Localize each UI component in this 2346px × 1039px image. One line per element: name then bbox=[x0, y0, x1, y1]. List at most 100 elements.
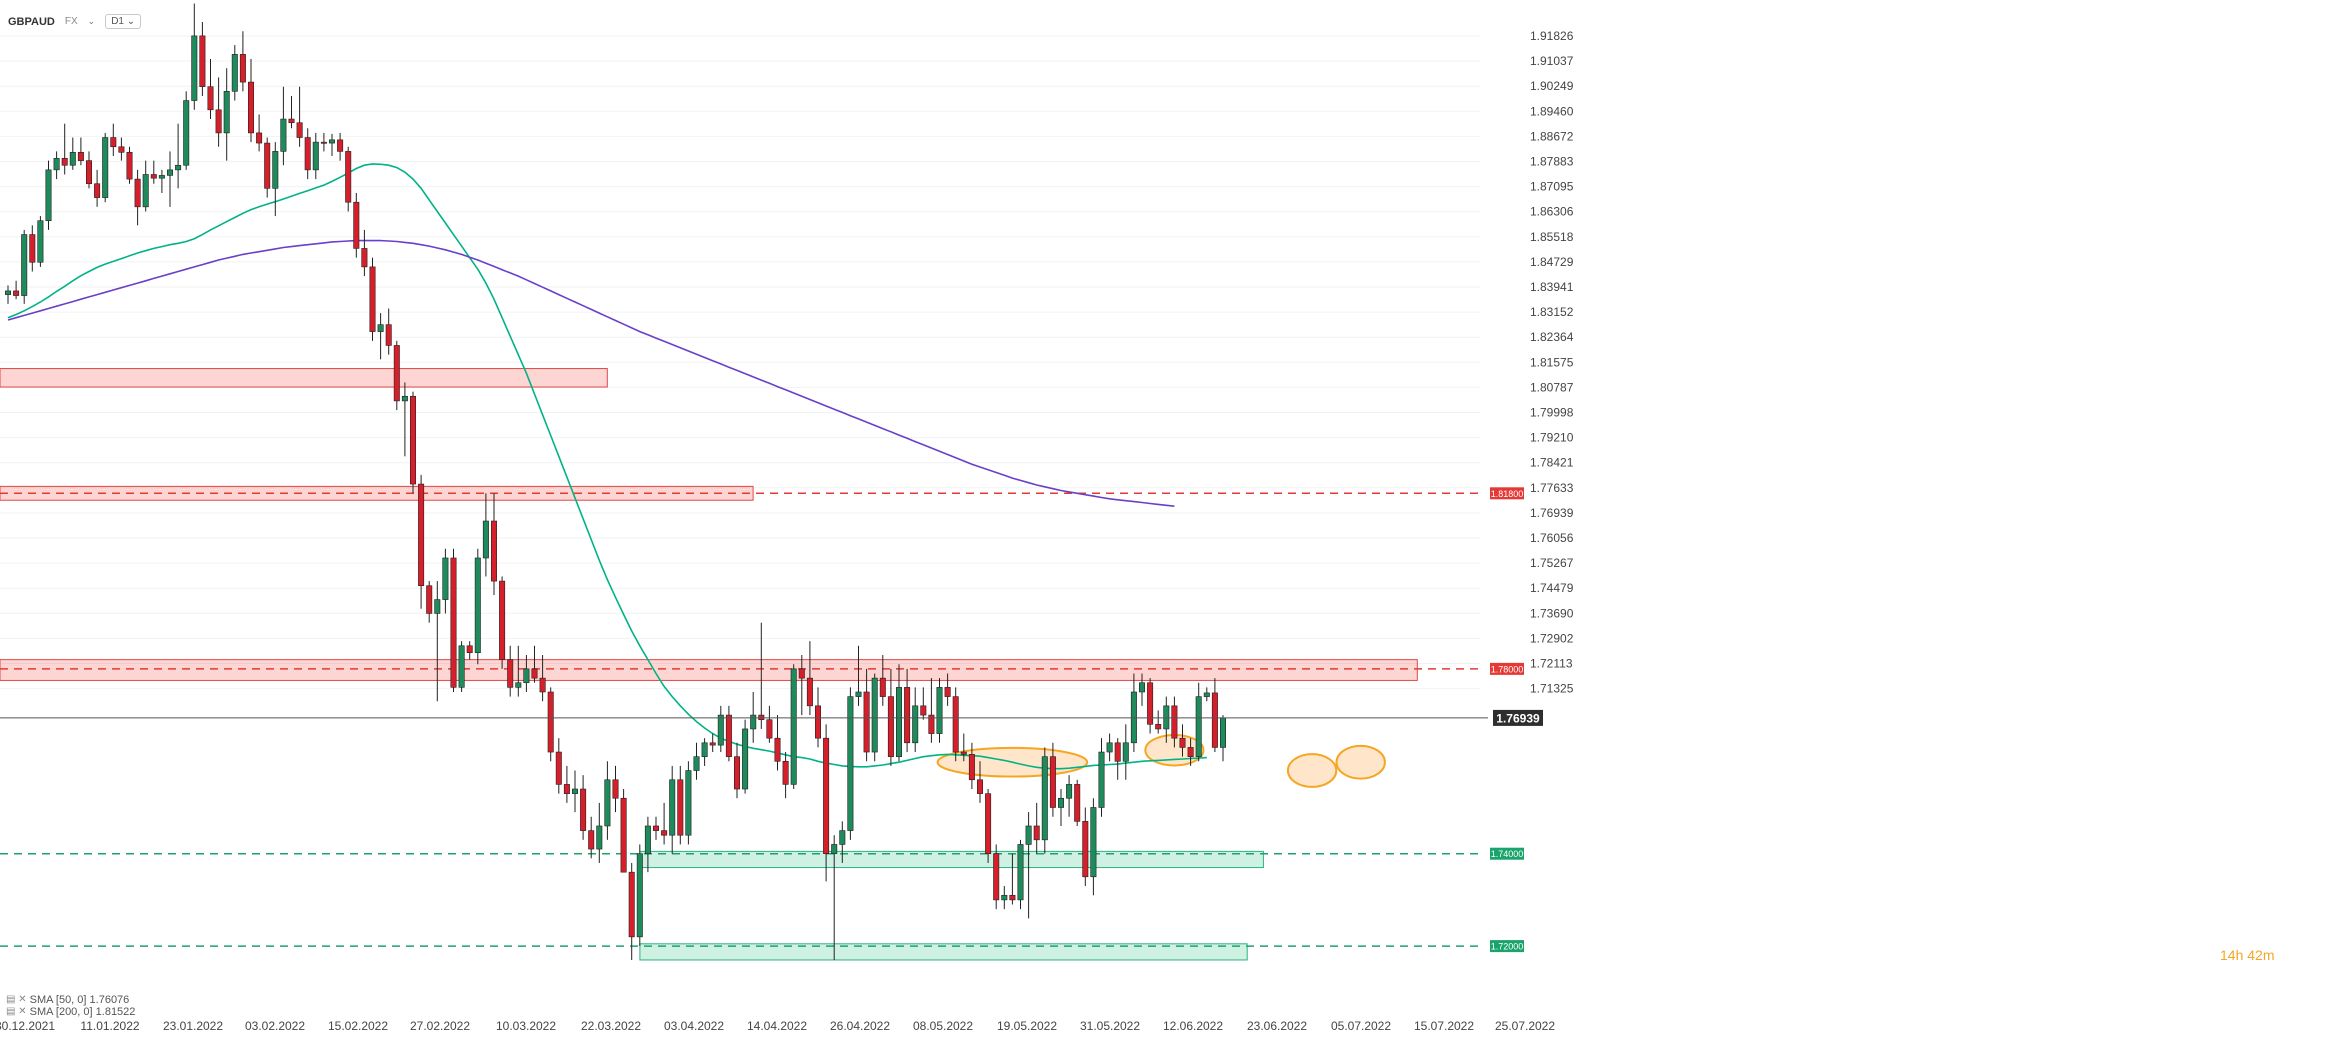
candle-body bbox=[393, 345, 400, 402]
chevron-down-icon[interactable]: ⌄ bbox=[87, 16, 96, 26]
candle bbox=[1009, 853, 1016, 905]
legend-item-sma50[interactable]: ▤ ✕ SMA [50, 0] 1.76076 bbox=[6, 994, 135, 1006]
legend-item-sma200[interactable]: ▤ ✕ SMA [200, 0] 1.81522 bbox=[6, 1006, 135, 1018]
candle-body bbox=[750, 714, 757, 730]
x-tick-label: 23.06.2022 bbox=[1247, 1019, 1307, 1033]
chevron-down-icon: ⌄ bbox=[126, 16, 136, 27]
candle-body bbox=[1041, 756, 1048, 841]
candle-body bbox=[887, 696, 894, 757]
candle bbox=[563, 765, 570, 803]
candle-body bbox=[531, 668, 538, 679]
candle bbox=[507, 645, 514, 697]
candle bbox=[1203, 687, 1210, 702]
candle bbox=[1195, 682, 1202, 762]
candle bbox=[102, 132, 109, 203]
candle bbox=[620, 789, 627, 873]
y-tick-label: 1.79210 bbox=[1530, 431, 1574, 445]
candle-body bbox=[5, 290, 12, 295]
candle-body bbox=[1211, 692, 1218, 748]
candle-body bbox=[1130, 691, 1137, 744]
candle-body bbox=[612, 779, 619, 799]
candle bbox=[1139, 673, 1146, 706]
candle-body bbox=[377, 324, 384, 332]
y-tick-label: 1.82364 bbox=[1530, 330, 1574, 344]
y-tick-label: 1.91826 bbox=[1530, 29, 1574, 43]
x-tick-label: 31.05.2022 bbox=[1080, 1019, 1140, 1033]
candle-body bbox=[385, 324, 392, 346]
candle bbox=[1220, 715, 1227, 762]
support-zone bbox=[639, 943, 1248, 961]
current-price-line: 1.76939 bbox=[0, 709, 1543, 726]
candle bbox=[539, 655, 546, 702]
candle-body bbox=[960, 751, 967, 755]
candle bbox=[1211, 678, 1218, 753]
candle-body bbox=[1090, 807, 1097, 878]
candle-body bbox=[280, 118, 287, 152]
market-label: FX bbox=[64, 16, 78, 27]
candle-body bbox=[256, 132, 263, 144]
y-axis: 1.91826 1.91037 1.90249 1.89460 1.88672 1.878… bbox=[1530, 29, 1574, 696]
x-tick-label: 19.05.2022 bbox=[997, 1019, 1057, 1033]
candle-body bbox=[474, 557, 481, 654]
candle bbox=[976, 761, 983, 803]
candle-body bbox=[418, 483, 425, 587]
candle bbox=[1090, 798, 1097, 896]
candle-body bbox=[709, 742, 716, 746]
candle-body bbox=[61, 158, 68, 166]
candle-body bbox=[790, 668, 797, 785]
candle-body bbox=[839, 830, 846, 845]
candle-body bbox=[361, 248, 368, 268]
candle bbox=[920, 687, 927, 720]
candle-body bbox=[1049, 756, 1056, 808]
level-label: 1.81800 bbox=[1491, 489, 1524, 499]
candle bbox=[790, 664, 797, 790]
y-tick-label: 1.87095 bbox=[1530, 180, 1574, 194]
candle-body bbox=[102, 137, 109, 198]
candle bbox=[426, 581, 433, 623]
candle-body bbox=[434, 599, 441, 614]
candle bbox=[29, 225, 36, 272]
candle-body bbox=[1195, 696, 1202, 757]
timeframe-select[interactable]: D1 ⌄ bbox=[105, 14, 142, 29]
candle bbox=[45, 160, 52, 230]
candle-body bbox=[1106, 742, 1113, 753]
candle-body bbox=[652, 825, 659, 831]
candle bbox=[863, 668, 870, 762]
candle bbox=[409, 391, 416, 494]
y-tick-label: 1.85518 bbox=[1530, 230, 1574, 244]
candle-body bbox=[701, 742, 708, 757]
x-tick-label: 12.06.2022 bbox=[1163, 1019, 1223, 1033]
y-tick-label: 1.75267 bbox=[1530, 556, 1574, 570]
y-tick-label: 1.76939 bbox=[1530, 506, 1574, 520]
candle bbox=[377, 313, 384, 360]
candle bbox=[944, 673, 951, 706]
candle-body bbox=[766, 719, 773, 739]
sma-line bbox=[7, 163, 1207, 770]
candle bbox=[636, 844, 643, 947]
sma-lines bbox=[7, 163, 1207, 770]
candle bbox=[199, 22, 206, 96]
y-tick-label: 1.89460 bbox=[1530, 104, 1574, 118]
candle bbox=[256, 114, 263, 152]
level-label-box bbox=[1490, 847, 1524, 860]
candle-body bbox=[936, 687, 943, 734]
candle-body bbox=[199, 35, 206, 87]
candle bbox=[5, 285, 12, 304]
grid bbox=[0, 35, 1480, 690]
candle-body bbox=[1098, 751, 1105, 808]
candle bbox=[742, 719, 749, 794]
x-axis: 30.12.2021 11.01.2022 23.01.2022 03.02.2022… bbox=[0, 1019, 1555, 1033]
symbol-label[interactable]: GBPAUD bbox=[8, 15, 55, 28]
candle bbox=[596, 802, 603, 863]
candle-body bbox=[968, 754, 975, 781]
resistance-zone bbox=[0, 368, 608, 388]
candle bbox=[677, 765, 684, 845]
candle bbox=[264, 137, 271, 198]
candle bbox=[304, 128, 311, 180]
candle bbox=[94, 169, 101, 207]
candle-body bbox=[1025, 825, 1032, 845]
x-tick-label: 27.02.2022 bbox=[410, 1019, 470, 1033]
candle bbox=[936, 678, 943, 743]
candle bbox=[442, 548, 449, 614]
